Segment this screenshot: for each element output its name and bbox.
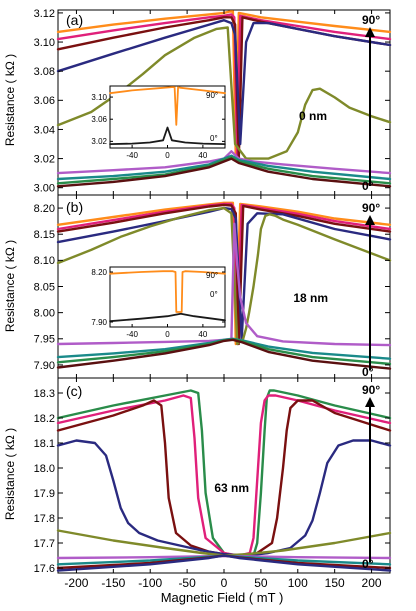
inset-b: 90° 0° 7.90 8.20 -40 0 40 — [91, 266, 226, 339]
y-axis-title-c: Resistance ( kΩ ) — [3, 428, 17, 520]
series-line-4 — [56, 439, 392, 557]
x-axis-title: Magnetic Field ( mT ) — [161, 590, 284, 605]
angle-label-top: 90° — [362, 13, 380, 27]
y-axis-tick-label: 8.05 — [34, 281, 55, 293]
series-line-2 — [56, 13, 392, 160]
inset-y-axis-tick-label: 8.20 — [91, 268, 107, 277]
x-axis-tick-label: -50 — [178, 576, 196, 590]
inset-x-axis-tick-label: -40 — [126, 330, 138, 339]
series-line-9 — [56, 338, 392, 370]
y-axis-tick-label: 17.7 — [34, 538, 55, 550]
inset-angle-top: 90° — [206, 271, 218, 280]
y-axis-tick-label: 8.15 — [34, 229, 55, 241]
inset-x-axis-tick-label: 40 — [198, 151, 207, 160]
y-axis-tick-label: 3.12 — [34, 8, 55, 20]
y-axis-tick-label: 17.6 — [34, 563, 55, 575]
y-axis-tick-label: 7.95 — [34, 334, 55, 346]
y-axis-title-b: Resistance ( kΩ ) — [3, 240, 17, 332]
angle-label-bottom: 0° — [362, 179, 374, 193]
x-axis-tick-label: 100 — [288, 576, 308, 590]
inset-angle-bottom: 0° — [210, 290, 218, 299]
series-line-4 — [56, 19, 392, 146]
inset-y-axis-tick-label: 3.02 — [91, 137, 107, 146]
series-group — [56, 389, 392, 572]
x-axis-tick-label: -200 — [64, 576, 88, 590]
inset-angle-top: 90° — [206, 91, 218, 100]
inset-y-axis-tick-label: 3.06 — [91, 115, 107, 124]
panel-a: (a) 0 nm 90° 0° 90° 0° 3.02 3.06 3.10 -40 0 4… — [34, 8, 392, 196]
inset-y-axis-tick-label: 3.10 — [91, 93, 107, 102]
inset-x-axis-tick-label: 40 — [198, 330, 207, 339]
series-line-1 — [109, 312, 226, 323]
series-line-1 — [56, 10, 392, 160]
y-axis-tick-label: 18.0 — [34, 463, 55, 475]
y-axis-tick-label: 18.3 — [34, 388, 55, 400]
series-line-7 — [56, 154, 392, 181]
y-axis-tick-label: 8.20 — [34, 203, 55, 215]
angle-label-top: 90° — [362, 201, 380, 215]
thickness-label: 63 nm — [214, 481, 249, 495]
series-group — [56, 10, 392, 188]
x-axis-tick-label: -150 — [101, 576, 125, 590]
x-axis-tick-label: 50 — [254, 576, 268, 590]
inset-angle-bottom: 0° — [210, 134, 218, 143]
series-line-8 — [56, 155, 392, 185]
series-group — [109, 86, 226, 145]
inset-a: 90° 0° 3.02 3.06 3.10 -40 0 40 — [91, 85, 226, 160]
x-axis-tick-label: 0 — [221, 576, 228, 590]
series-line-2 — [109, 270, 226, 313]
y-axis-tick-label: 18.2 — [34, 413, 55, 425]
thickness-label: 18 nm — [293, 291, 328, 305]
series-line-9 — [56, 554, 392, 572]
series-line-5 — [56, 206, 392, 346]
series-line-3 — [56, 399, 392, 557]
series-line-2 — [56, 394, 392, 557]
angle-label-bottom: 0° — [362, 365, 374, 379]
thickness-label: 0 nm — [299, 109, 327, 123]
x-axis-tick-label: -100 — [138, 576, 162, 590]
series-group — [109, 270, 226, 323]
y-axis-tick-label: 3.06 — [34, 95, 55, 107]
panel-label: (a) — [66, 12, 83, 28]
y-axis-tick-label: 3.08 — [34, 66, 55, 78]
series-line-2 — [109, 86, 226, 126]
series-line-2 — [56, 202, 392, 346]
series-line-3 — [56, 203, 392, 346]
x-axis-tick-label: 200 — [362, 576, 382, 590]
y-axis-tick-label: 17.9 — [34, 488, 55, 500]
y-axis-title-a: Resistance ( kΩ ) — [3, 54, 17, 146]
panel-b: (b) 18 nm 90° 0° 90° 0° 7.90 8.20 -40 0 40 7… — [34, 194, 392, 379]
y-axis-tick-label: 17.8 — [34, 513, 55, 525]
angle-label-top: 90° — [362, 383, 380, 397]
inset-frame — [109, 85, 226, 149]
series-line-1 — [109, 126, 226, 145]
y-axis-tick-label: 3.02 — [34, 153, 55, 165]
y-axis-tick-label: 7.90 — [34, 360, 55, 372]
panel-c: (c) 63 nm 90° 0° Magnetic Field ( mT ) 1… — [34, 377, 392, 605]
inset-x-axis-tick-label: 0 — [165, 330, 170, 339]
series-line-9 — [56, 157, 392, 188]
y-axis-tick-label: 3.10 — [34, 37, 55, 49]
y-axis-tick-label: 3.04 — [34, 124, 55, 136]
y-axis-tick-label: 18.1 — [34, 438, 55, 450]
series-group — [56, 201, 392, 370]
series-line-6 — [56, 150, 392, 175]
series-line-5 — [56, 26, 392, 160]
angle-label-bottom: 0° — [362, 557, 374, 571]
series-line-1 — [56, 201, 392, 346]
series-line-6 — [56, 222, 392, 347]
panel-label: (c) — [66, 383, 82, 399]
y-axis-tick-label: 8.10 — [34, 255, 55, 267]
panel-label: (b) — [66, 199, 83, 215]
inset-y-axis-tick-label: 7.90 — [91, 318, 107, 327]
y-axis-tick-label: 8.00 — [34, 307, 55, 319]
inset-x-axis-tick-label: 0 — [165, 151, 170, 160]
x-axis-tick-label: 150 — [325, 576, 345, 590]
inset-x-axis-tick-label: -40 — [126, 151, 138, 160]
y-axis-tick-label: 3.00 — [34, 183, 55, 195]
